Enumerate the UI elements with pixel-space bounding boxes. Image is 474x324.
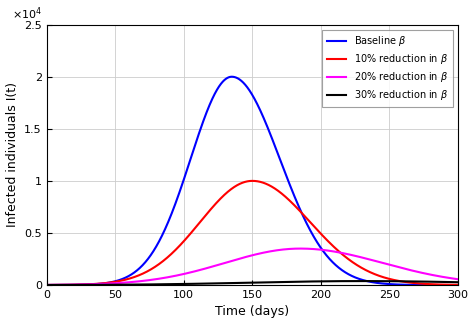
20% reduction in $\beta$ bbox=[382, 261, 388, 265]
10% reduction in $\beta$ bbox=[455, 283, 461, 287]
10% reduction in $\beta$ bbox=[291, 202, 296, 206]
20% reduction in $\beta$ bbox=[311, 247, 317, 251]
10% reduction in $\beta$ bbox=[44, 283, 50, 287]
X-axis label: Time (days): Time (days) bbox=[215, 306, 290, 318]
20% reduction in $\beta$ bbox=[201, 267, 207, 271]
Line: 20% reduction in $\beta$: 20% reduction in $\beta$ bbox=[47, 249, 458, 285]
Line: 10% reduction in $\beta$: 10% reduction in $\beta$ bbox=[47, 181, 458, 285]
30% reduction in $\beta$ bbox=[44, 283, 50, 287]
30% reduction in $\beta$ bbox=[351, 279, 356, 283]
20% reduction in $\beta$ bbox=[455, 277, 461, 281]
Baseline $\beta$ bbox=[382, 282, 388, 286]
Baseline $\beta$ bbox=[311, 236, 317, 239]
20% reduction in $\beta$ bbox=[291, 247, 296, 251]
30% reduction in $\beta$ bbox=[201, 282, 207, 285]
Line: 30% reduction in $\beta$: 30% reduction in $\beta$ bbox=[47, 281, 458, 285]
Baseline $\beta$ bbox=[351, 275, 356, 279]
Baseline $\beta$ bbox=[229, 75, 235, 79]
20% reduction in $\beta$ bbox=[118, 281, 124, 285]
10% reduction in $\beta$ bbox=[311, 225, 317, 228]
Y-axis label: Infected individuals I(t): Infected individuals I(t) bbox=[6, 82, 18, 227]
10% reduction in $\beta$ bbox=[382, 276, 388, 280]
20% reduction in $\beta$ bbox=[351, 254, 356, 258]
10% reduction in $\beta$ bbox=[351, 261, 356, 265]
10% reduction in $\beta$ bbox=[201, 215, 207, 219]
Line: Baseline $\beta$: Baseline $\beta$ bbox=[47, 77, 458, 285]
Baseline $\beta$ bbox=[291, 192, 296, 196]
Baseline $\beta$ bbox=[118, 277, 124, 281]
30% reduction in $\beta$ bbox=[311, 280, 317, 284]
10% reduction in $\beta$ bbox=[249, 179, 255, 183]
Baseline $\beta$ bbox=[44, 283, 50, 287]
Text: $\times 10^4$: $\times 10^4$ bbox=[12, 6, 42, 22]
30% reduction in $\beta$ bbox=[291, 280, 296, 284]
30% reduction in $\beta$ bbox=[455, 280, 461, 284]
10% reduction in $\beta$ bbox=[118, 279, 124, 283]
20% reduction in $\beta$ bbox=[44, 283, 50, 287]
30% reduction in $\beta$ bbox=[359, 279, 365, 283]
30% reduction in $\beta$ bbox=[118, 283, 124, 287]
Baseline $\beta$ bbox=[201, 118, 207, 122]
30% reduction in $\beta$ bbox=[382, 279, 388, 283]
Legend: Baseline $\beta$, 10% reduction in $\beta$, 20% reduction in $\beta$, 30% reduct: Baseline $\beta$, 10% reduction in $\bet… bbox=[322, 29, 453, 107]
Baseline $\beta$ bbox=[455, 283, 461, 287]
20% reduction in $\beta$ bbox=[298, 247, 303, 250]
